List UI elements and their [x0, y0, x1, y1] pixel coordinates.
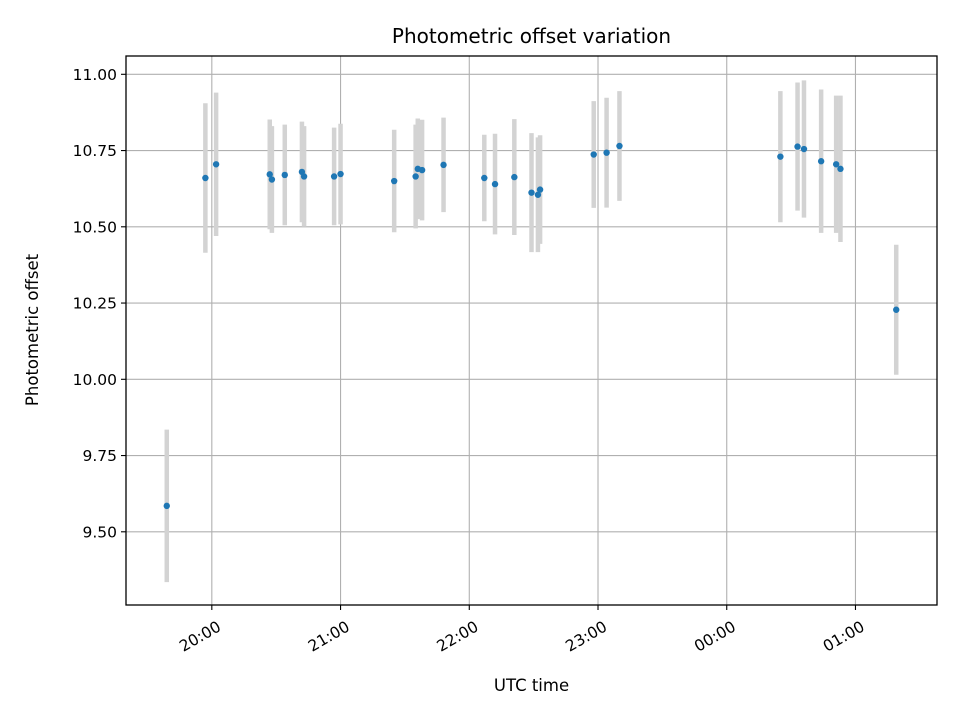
- data-point: [268, 176, 276, 183]
- x-axis-label: UTC time: [494, 676, 569, 695]
- y-axis-label: Photometric offset: [23, 253, 42, 406]
- y-tick-label: 10.50: [73, 218, 117, 236]
- x-tick-label: 20:00: [176, 618, 224, 656]
- x-tick-label: 01:00: [820, 618, 868, 656]
- x-tick-label: 00:00: [691, 618, 739, 656]
- data-point: [202, 174, 209, 182]
- data-point: [481, 174, 488, 182]
- data-point: [212, 161, 220, 168]
- data-point: [281, 171, 288, 179]
- error-bars: [164, 80, 899, 583]
- data-point: [590, 151, 597, 158]
- y-tick-label: 11.00: [73, 66, 117, 84]
- data-point: [440, 161, 447, 169]
- x-tick-label: 23:00: [563, 618, 611, 656]
- grid-lines: [126, 56, 937, 605]
- x-tick-label: 21:00: [305, 618, 353, 656]
- data-point: [777, 153, 784, 160]
- data-point: [800, 145, 808, 153]
- data-point: [528, 189, 535, 196]
- data-point: [837, 165, 844, 173]
- data-point: [491, 180, 499, 188]
- data-point: [337, 170, 344, 178]
- data-point: [832, 161, 840, 168]
- data-point: [603, 149, 610, 156]
- data-point: [300, 173, 308, 180]
- data-point: [418, 166, 426, 174]
- data-point: [412, 173, 419, 180]
- data-point: [534, 191, 542, 198]
- chart-title: Photometric offset variation: [392, 24, 671, 48]
- data-point: [794, 143, 801, 150]
- y-tick-label: 9.50: [82, 523, 117, 541]
- data-point: [616, 142, 623, 150]
- data-point: [390, 177, 398, 185]
- axis-ticks: 20:00 21:00 22:00 23:00 00:00 01:00 9.50 9.75 10…: [73, 66, 868, 656]
- y-tick-label: 10.25: [73, 295, 117, 313]
- x-tick-label: 22:00: [434, 618, 482, 656]
- data-point: [266, 171, 273, 178]
- plot-frame: [125, 55, 938, 606]
- data-point: [536, 186, 544, 193]
- data-point: [330, 173, 338, 180]
- data-point: [511, 173, 518, 181]
- data-point: [817, 158, 825, 165]
- data-point: [163, 502, 170, 510]
- y-tick-label: 10.75: [73, 142, 117, 160]
- y-tick-label: 10.00: [73, 371, 117, 389]
- y-tick-label: 9.75: [82, 447, 117, 465]
- data-points: [163, 142, 900, 510]
- data-point: [893, 306, 900, 313]
